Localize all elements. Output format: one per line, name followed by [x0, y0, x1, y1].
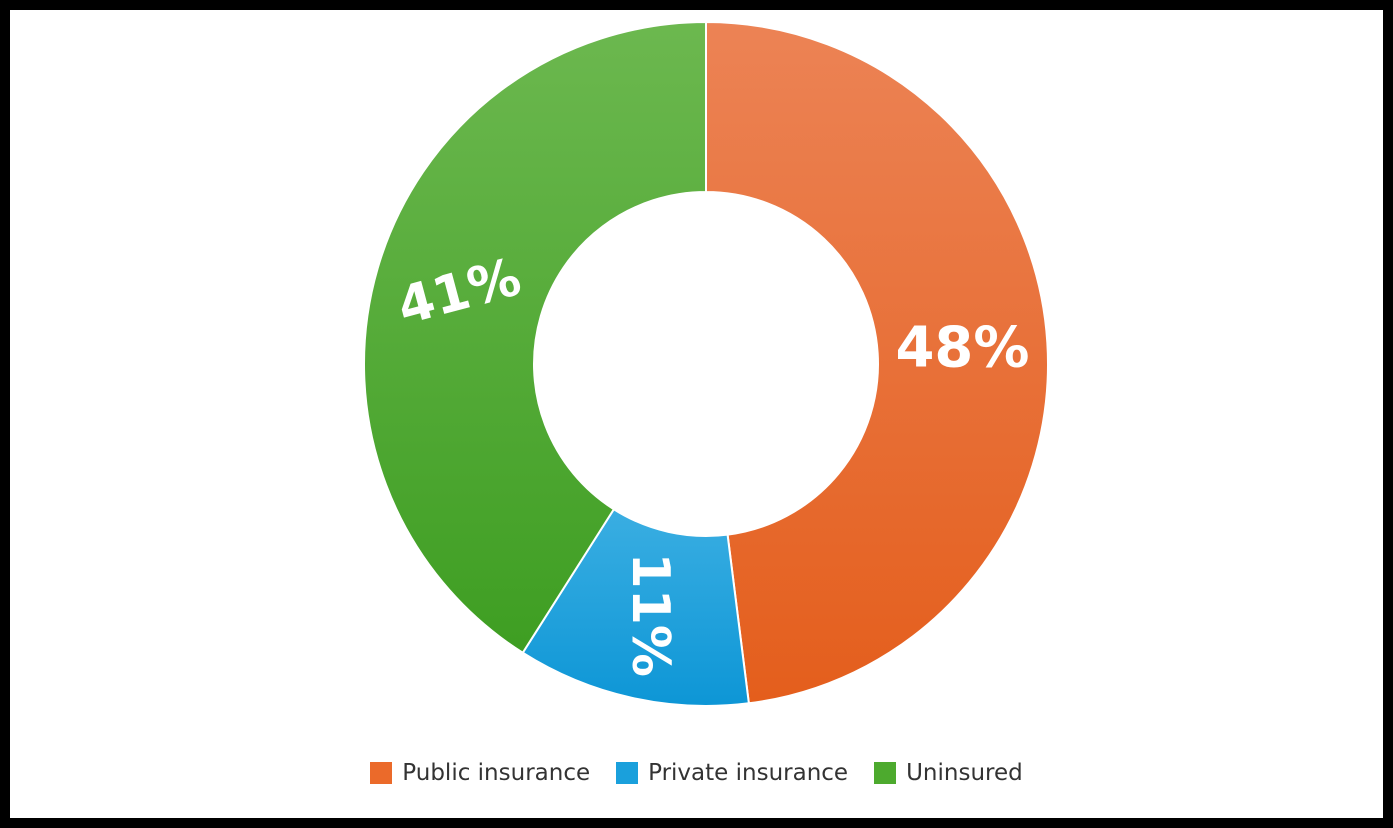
legend-swatch-private-insurance	[616, 762, 638, 784]
slice-label-public-insurance: 48%	[895, 315, 1029, 380]
slice-label-private-insurance: 11%	[620, 553, 680, 677]
legend-swatch-uninsured	[874, 762, 896, 784]
legend-item-public-insurance: Public insurance	[370, 760, 590, 786]
legend-item-uninsured: Uninsured	[874, 760, 1023, 786]
chart-legend: Public insurance Private insurance Unins…	[0, 760, 1393, 786]
legend-item-private-insurance: Private insurance	[616, 760, 848, 786]
legend-label-private-insurance: Private insurance	[648, 760, 848, 786]
legend-label-uninsured: Uninsured	[906, 760, 1023, 786]
legend-label-public-insurance: Public insurance	[402, 760, 590, 786]
legend-swatch-public-insurance	[370, 762, 392, 784]
